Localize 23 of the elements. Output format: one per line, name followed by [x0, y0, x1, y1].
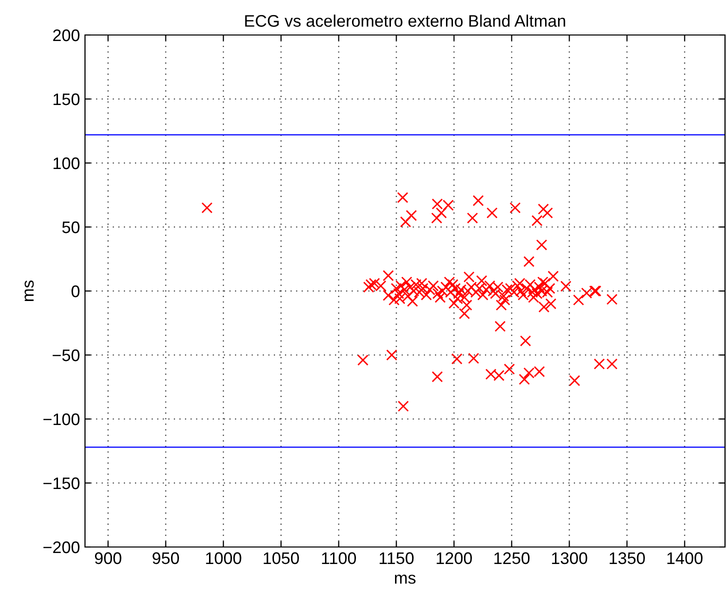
- y-tick-label: −100: [43, 413, 80, 426]
- x-tick-label: 1250: [494, 552, 530, 564]
- y-axis-title: ms: [24, 280, 34, 301]
- x-tick-label: 1200: [436, 552, 472, 564]
- y-tick-label: −200: [43, 541, 80, 554]
- x-tick-label: 1400: [667, 552, 703, 564]
- x-tick-label: 1300: [552, 552, 588, 564]
- y-tick-label: 0: [72, 285, 80, 298]
- x-tick-label: 1000: [206, 552, 242, 564]
- y-tick-label: 50: [62, 221, 80, 234]
- x-tick-label: 1100: [322, 552, 356, 564]
- y-tick-label: 150: [54, 93, 80, 106]
- x-tick-label: 900: [94, 552, 122, 564]
- x-tick-label: 950: [152, 552, 179, 564]
- y-tick-label: 200: [53, 29, 80, 42]
- y-tick-label: 100: [54, 157, 80, 170]
- x-tick-label: 1150: [380, 552, 414, 564]
- y-tick-label: −50: [52, 349, 80, 362]
- x-axis-title: ms: [395, 574, 416, 584]
- chart-title: ECG vs acelerometro externo Bland Altman: [245, 14, 566, 27]
- x-tick-label: 1350: [610, 552, 645, 564]
- x-tick-label: 1050: [264, 552, 299, 564]
- y-tick-label: −150: [43, 477, 80, 490]
